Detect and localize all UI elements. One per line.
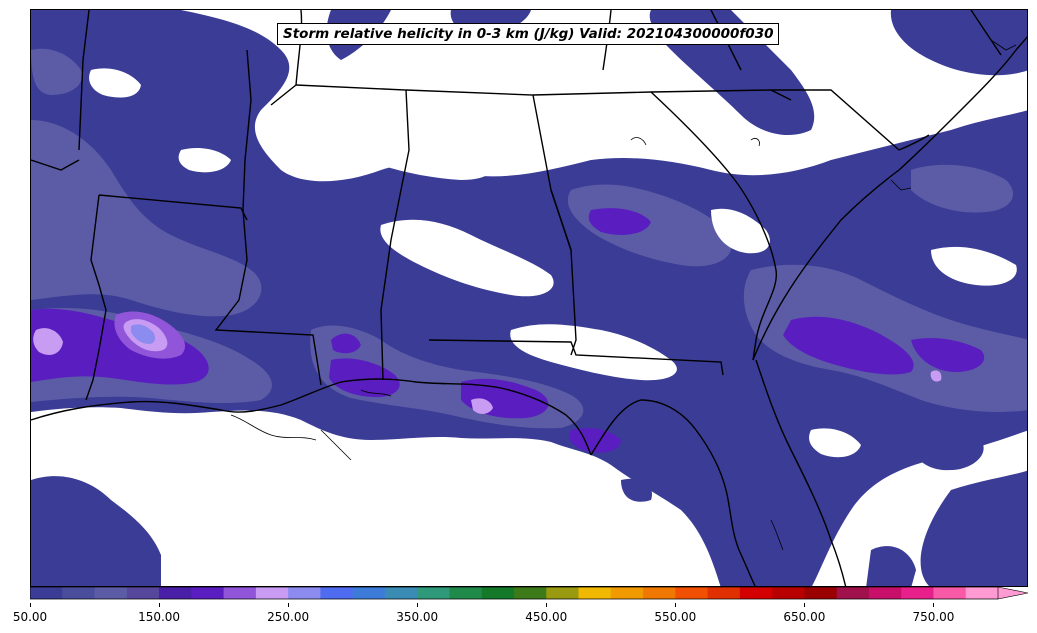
colorbar-segment [352,587,386,599]
colorbar-tick-mark [417,603,419,607]
colorbar-segment [965,587,999,599]
colorbar-tick-mark [675,603,677,607]
colorbar-tick-label: 650.00 [783,610,826,624]
map-title: Storm relative helicity in 0-3 km (J/kg)… [277,23,780,45]
colorbar-segment [868,587,902,599]
colorbar-segment [546,587,580,599]
colorbar-segment [449,587,483,599]
colorbar-segment [191,587,225,599]
colorbar-segment [836,587,870,599]
unshaded-gaps [89,68,1017,458]
colorbar-tick-mark [159,603,161,607]
colorbar-segment [675,587,709,599]
colorbar-border [30,587,998,600]
colorbar-tick-label: 750.00 [912,610,955,624]
colorbar [30,587,1029,600]
colorbar-segment [255,587,289,599]
colorbar-segment [707,587,741,599]
colorbar-tick-label: 450.00 [525,610,568,624]
helicity-field-high [31,208,985,453]
colorbar-tick-mark [30,603,31,607]
colorbar-segment [126,587,160,599]
colorbar-extend-arrow [997,587,1029,600]
colorbar-segment [223,587,257,599]
colorbar-tick-mark [288,603,290,607]
colorbar-segment [578,587,612,599]
colorbar-tick-label: 350.00 [396,610,439,624]
colorbar-ticks: 50.00 150.00 250.00 350.00 450.00 550.00 650.0… [0,603,1037,631]
colorbar-segment [159,587,192,599]
helicity-map [31,10,1027,586]
colorbar-segment [288,587,321,599]
colorbar-segment [901,587,934,599]
coastline-details [230,39,1017,551]
colorbar-segment [30,587,63,599]
colorbar-segment [804,587,838,599]
colorbar-segment [772,587,805,599]
colorbar-segment [94,587,128,599]
colorbar-segment [933,587,967,599]
colorbar-tick-mark [546,603,548,607]
colorbar-tick-label: 50.00 [12,610,48,624]
colorbar-tick-mark [933,603,935,607]
colorbar-segment [481,587,515,599]
helicity-field-peak [33,311,942,414]
colorbar-segment [739,587,773,599]
map-panel: Storm relative helicity in 0-3 km (J/kg)… [30,9,1028,587]
colorbar-tick-label: 250.00 [267,610,310,624]
colorbar-segment [62,587,96,599]
colorbar-segment [384,587,418,599]
colorbar-segment [417,587,450,599]
colorbar-tick-label: 150.00 [138,610,181,624]
colorbar-segment [643,587,676,599]
colorbar-tick-label: 550.00 [654,610,697,624]
colorbar-segment [320,587,354,599]
colorbar-segment [514,587,547,599]
colorbar-tick-mark [804,603,806,607]
colorbar-segment [610,587,644,599]
